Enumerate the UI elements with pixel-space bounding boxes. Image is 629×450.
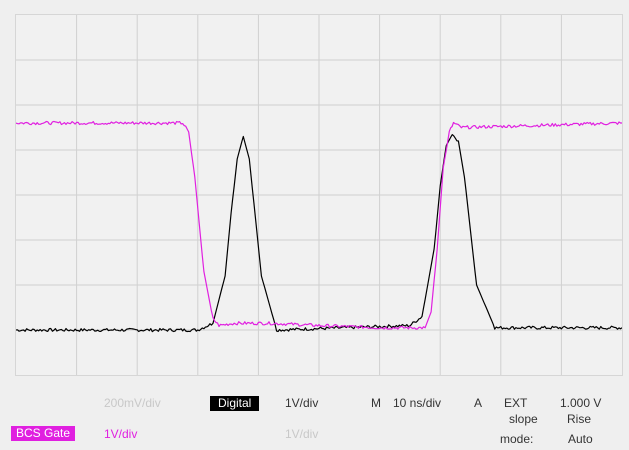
- timebase-label: M: [371, 396, 381, 410]
- timebase-readout: 10 ns/div: [393, 396, 442, 410]
- ch2-scale-readout: 1V/div: [285, 396, 319, 410]
- trigger-label: A: [474, 396, 483, 410]
- ch1-scale-readout: 200mV/div: [104, 396, 161, 410]
- trigger-slope-readout: Rise: [567, 412, 592, 426]
- ch3-scale-readout: 1V/div: [104, 427, 138, 441]
- ch3-name-badge: BCS Gate: [11, 426, 76, 441]
- trace-bcs-gate: [16, 120, 622, 330]
- trigger-source-readout: EXT: [504, 396, 528, 410]
- trace-digital: [16, 134, 622, 333]
- ch4-scale-readout: 1V/div: [285, 427, 319, 441]
- traces: [16, 120, 622, 333]
- trigger-mode-label: mode:: [500, 432, 534, 446]
- trigger-slope-label: slope: [509, 412, 538, 426]
- trigger-level-readout: 1.000 V: [560, 396, 602, 410]
- waveform-screen: [15, 14, 623, 376]
- trigger-mode-readout: Auto: [568, 432, 593, 446]
- waveform-plot: [16, 15, 622, 375]
- graticule: [16, 15, 622, 375]
- ch2-name-badge: Digital: [210, 396, 260, 411]
